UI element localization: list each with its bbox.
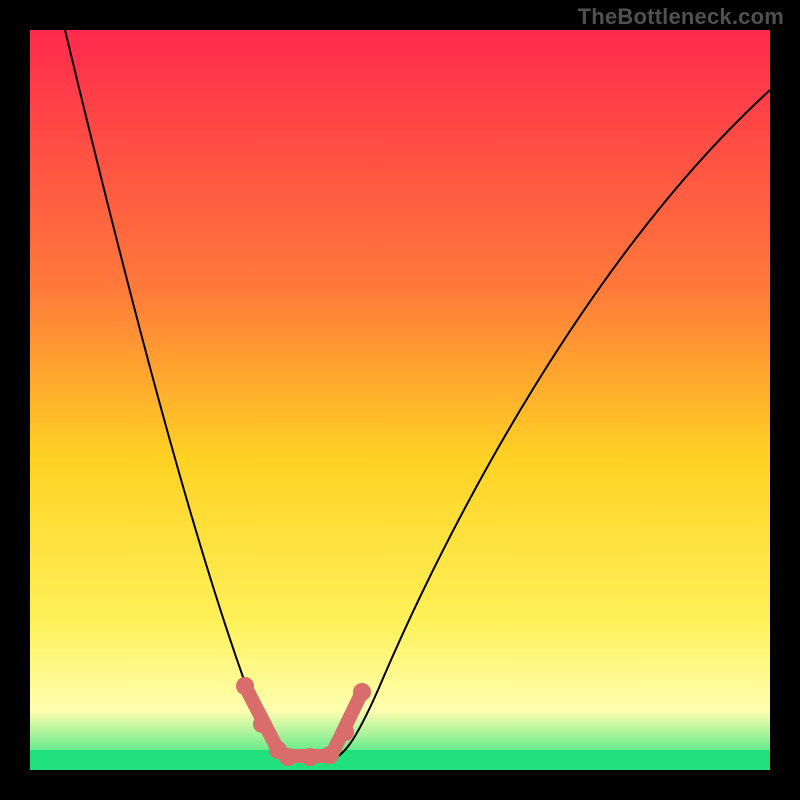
highlight-right [333, 692, 362, 752]
highlight-dot [279, 748, 297, 766]
watermark-text: TheBottleneck.com [578, 4, 784, 30]
green-band [30, 750, 770, 770]
highlight-dot [336, 723, 354, 741]
curve-svg [30, 30, 770, 770]
highlight-dot [301, 748, 319, 766]
highlight-dot [353, 683, 371, 701]
highlight-dot [236, 677, 254, 695]
highlight-dot [253, 715, 271, 733]
highlight-dot [321, 746, 339, 764]
plot-area [30, 30, 770, 770]
response-curve [65, 30, 770, 760]
